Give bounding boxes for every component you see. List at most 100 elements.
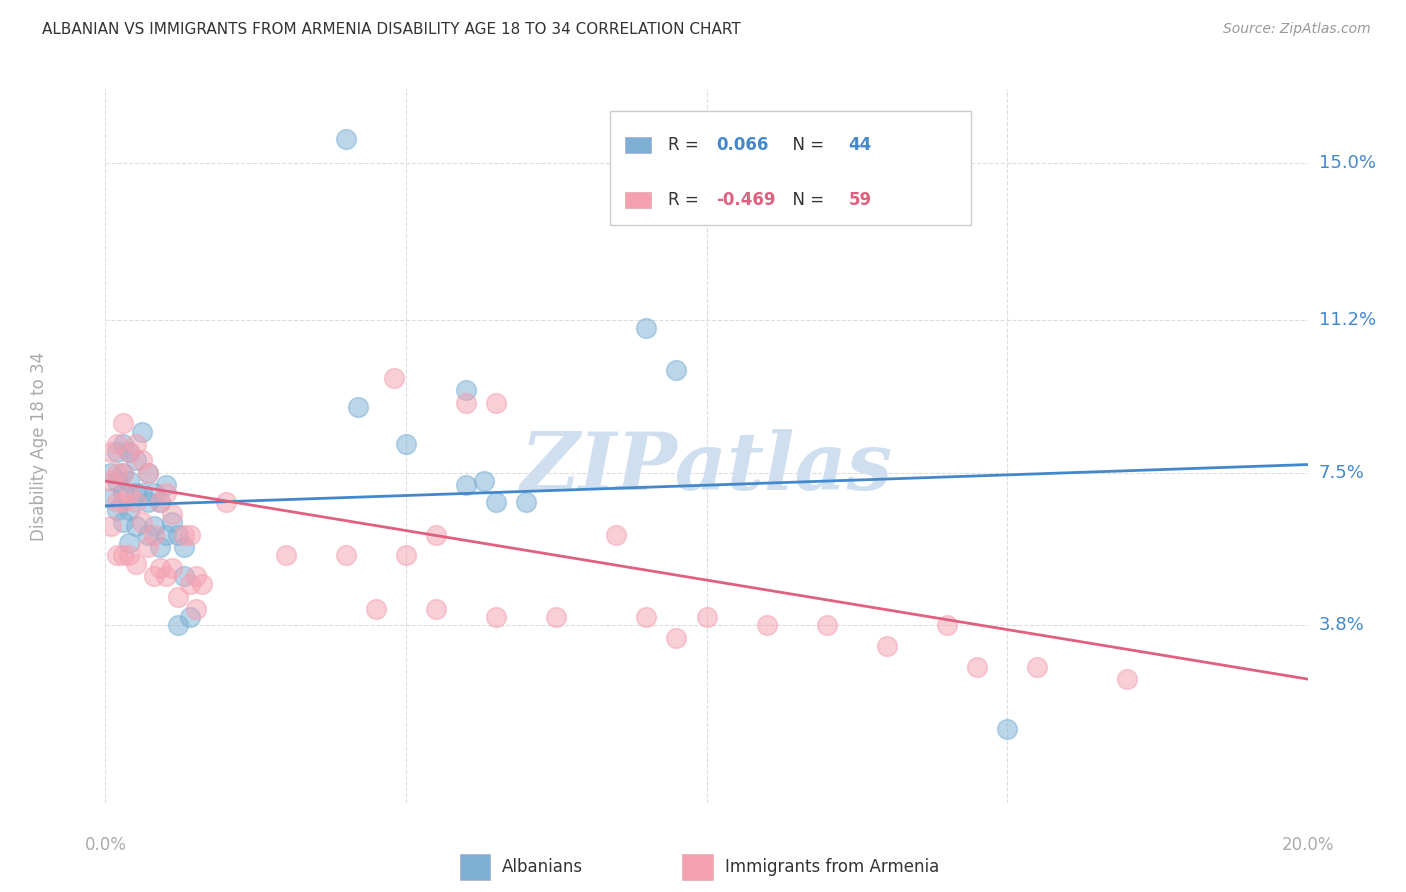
Text: 0.066: 0.066 [716, 136, 769, 153]
Point [131, 516, 153, 530]
Point [454, 384, 477, 398]
Text: Immigrants from Armenia: Immigrants from Armenia [724, 858, 939, 876]
Point [160, 560, 183, 574]
Text: 0.0%: 0.0% [84, 836, 127, 854]
Point [118, 474, 141, 488]
Point [485, 610, 508, 624]
Text: 11.2%: 11.2% [1319, 311, 1376, 329]
Point [148, 560, 170, 574]
Point [118, 503, 141, 517]
Point [166, 527, 188, 541]
Point [636, 321, 658, 335]
Point [454, 395, 477, 409]
Text: Source: ZipAtlas.com: Source: ZipAtlas.com [1223, 22, 1371, 37]
Point [179, 577, 201, 591]
Text: 15.0%: 15.0% [1319, 154, 1375, 172]
Text: 3.8%: 3.8% [1319, 616, 1364, 634]
Text: Disability Age 18 to 34: Disability Age 18 to 34 [31, 351, 48, 541]
Point [118, 445, 141, 459]
Point [107, 445, 129, 459]
Point [107, 549, 129, 563]
Point [131, 453, 153, 467]
Text: R =: R = [668, 191, 704, 209]
Point [112, 417, 135, 431]
Point [118, 486, 141, 500]
Point [112, 466, 135, 480]
FancyBboxPatch shape [624, 137, 651, 153]
Point [1116, 672, 1139, 686]
Point [179, 527, 201, 541]
Text: N =: N = [782, 136, 830, 153]
Point [107, 437, 129, 451]
Point [100, 466, 122, 480]
Point [155, 486, 177, 500]
Point [136, 466, 159, 480]
Point [335, 131, 357, 145]
Point [166, 618, 188, 632]
Point [136, 527, 159, 541]
Point [112, 466, 135, 480]
Point [124, 494, 146, 508]
Point [155, 569, 177, 583]
Point [100, 491, 122, 505]
Point [155, 527, 177, 541]
Point [118, 536, 141, 550]
Point [214, 494, 236, 508]
Point [335, 549, 357, 563]
Point [546, 610, 568, 624]
Text: 59: 59 [848, 191, 872, 209]
Point [131, 425, 153, 439]
Point [118, 549, 141, 563]
Point [454, 478, 477, 492]
Point [124, 519, 146, 533]
Point [1026, 659, 1049, 673]
Point [179, 610, 201, 624]
Point [636, 610, 658, 624]
Text: Albanians: Albanians [502, 858, 583, 876]
Point [665, 631, 688, 645]
Text: 7.5%: 7.5% [1319, 464, 1365, 482]
Point [173, 540, 195, 554]
Text: 44: 44 [848, 136, 872, 153]
Point [876, 639, 898, 653]
Point [425, 602, 447, 616]
Text: N =: N = [782, 191, 830, 209]
Point [936, 618, 959, 632]
Point [155, 478, 177, 492]
FancyBboxPatch shape [624, 192, 651, 208]
Point [124, 486, 146, 500]
Point [107, 466, 129, 480]
Point [665, 362, 688, 376]
Point [112, 549, 135, 563]
Point [148, 494, 170, 508]
Point [112, 516, 135, 530]
Point [136, 494, 159, 508]
Point [112, 437, 135, 451]
FancyBboxPatch shape [610, 111, 972, 225]
Point [136, 540, 159, 554]
Point [382, 371, 405, 385]
Point [136, 466, 159, 480]
Point [395, 437, 418, 451]
Point [124, 437, 146, 451]
Point [755, 618, 778, 632]
Point [190, 577, 212, 591]
Point [166, 590, 188, 604]
Point [131, 486, 153, 500]
Point [142, 569, 165, 583]
Point [485, 395, 508, 409]
Point [274, 549, 297, 563]
Point [184, 569, 207, 583]
FancyBboxPatch shape [682, 855, 713, 880]
Point [347, 400, 370, 414]
Point [112, 494, 135, 508]
Point [395, 549, 418, 563]
Text: -0.469: -0.469 [716, 191, 776, 209]
Point [107, 474, 129, 488]
Text: ZIPatlas: ZIPatlas [520, 429, 893, 506]
Text: 20.0%: 20.0% [1281, 836, 1334, 854]
FancyBboxPatch shape [460, 855, 491, 880]
Text: ALBANIAN VS IMMIGRANTS FROM ARMENIA DISABILITY AGE 18 TO 34 CORRELATION CHART: ALBANIAN VS IMMIGRANTS FROM ARMENIA DISA… [42, 22, 741, 37]
Point [142, 519, 165, 533]
Point [966, 659, 988, 673]
